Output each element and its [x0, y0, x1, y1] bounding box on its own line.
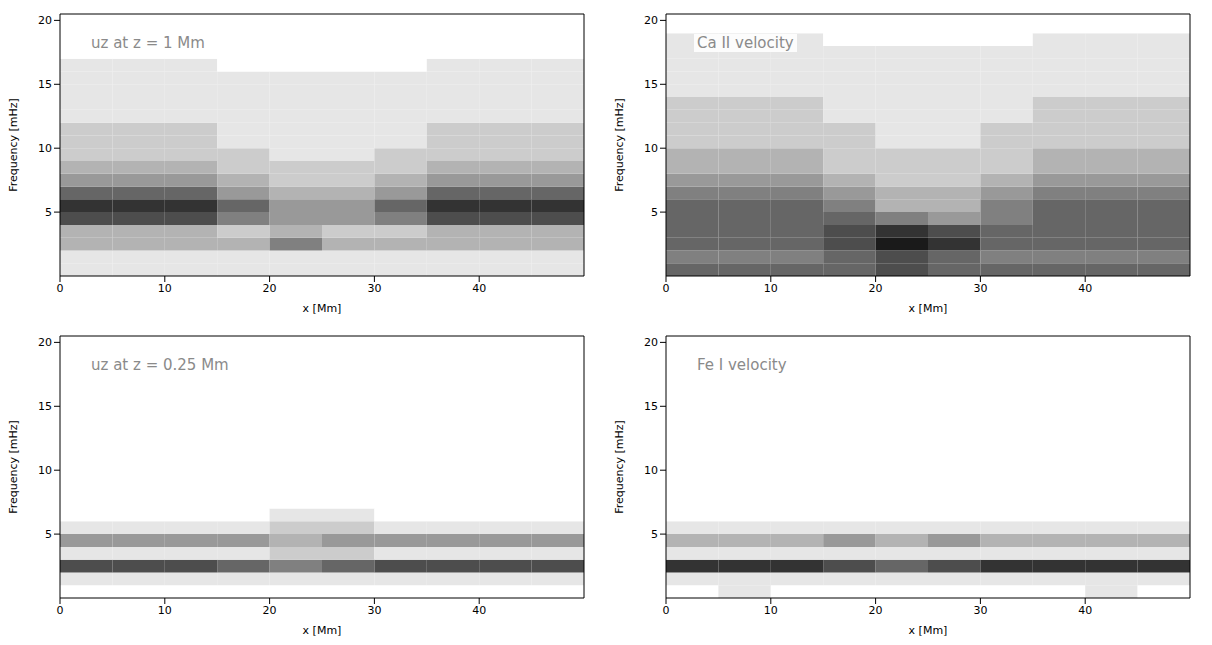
svg-text:10: 10: [38, 142, 52, 155]
svg-text:Frequency [mHz]: Frequency [mHz]: [7, 420, 20, 514]
html-text:uz at z = 0.25 Mm: uz at z = 0.25 Mm: [91, 356, 229, 374]
html-text:Fe I velocity: Fe I velocity: [697, 356, 787, 374]
svg-text:Frequency [mHz]: Frequency [mHz]: [7, 98, 20, 192]
html-text:Ca II velocity: Ca II velocity: [697, 34, 794, 52]
svg-text:20: 20: [869, 604, 883, 617]
svg-text:0: 0: [663, 604, 670, 617]
svg-text:20: 20: [263, 604, 277, 617]
svg-text:20: 20: [644, 336, 658, 349]
svg-text:10: 10: [38, 464, 52, 477]
svg-text:x [Mm]: x [Mm]: [909, 302, 948, 315]
svg-text:30: 30: [367, 282, 381, 295]
svg-text:Frequency [mHz]: Frequency [mHz]: [613, 98, 626, 192]
svg-text:20: 20: [38, 14, 52, 27]
svg-text:20: 20: [38, 336, 52, 349]
svg-text:10: 10: [158, 282, 172, 295]
svg-text:20: 20: [869, 282, 883, 295]
svg-text:0: 0: [57, 604, 64, 617]
svg-text:15: 15: [38, 78, 52, 91]
svg-text:30: 30: [367, 604, 381, 617]
svg-text:x [Mm]: x [Mm]: [303, 624, 342, 637]
svg-text:x [Mm]: x [Mm]: [909, 624, 948, 637]
svg-text:5: 5: [45, 206, 52, 219]
svg-text:30: 30: [973, 282, 987, 295]
svg-text:10: 10: [764, 282, 778, 295]
svg-text:15: 15: [38, 400, 52, 413]
svg-text:5: 5: [651, 528, 658, 541]
svg-text:40: 40: [1078, 282, 1092, 295]
svg-text:15: 15: [644, 78, 658, 91]
svg-text:40: 40: [472, 604, 486, 617]
svg-text:30: 30: [973, 604, 987, 617]
svg-text:10: 10: [644, 464, 658, 477]
svg-text:0: 0: [57, 282, 64, 295]
html-text:uz at z = 1 Mm: uz at z = 1 Mm: [91, 34, 205, 52]
svg-text:15: 15: [644, 400, 658, 413]
svg-text:40: 40: [472, 282, 486, 295]
svg-text:5: 5: [45, 528, 52, 541]
svg-text:40: 40: [1078, 604, 1092, 617]
svg-text:10: 10: [644, 142, 658, 155]
svg-text:0: 0: [663, 282, 670, 295]
svg-text:10: 10: [764, 604, 778, 617]
svg-text:5: 5: [651, 206, 658, 219]
svg-text:Frequency [mHz]: Frequency [mHz]: [613, 420, 626, 514]
svg-text:10: 10: [158, 604, 172, 617]
svg-text:x [Mm]: x [Mm]: [303, 302, 342, 315]
svg-text:20: 20: [644, 14, 658, 27]
svg-text:20: 20: [263, 282, 277, 295]
